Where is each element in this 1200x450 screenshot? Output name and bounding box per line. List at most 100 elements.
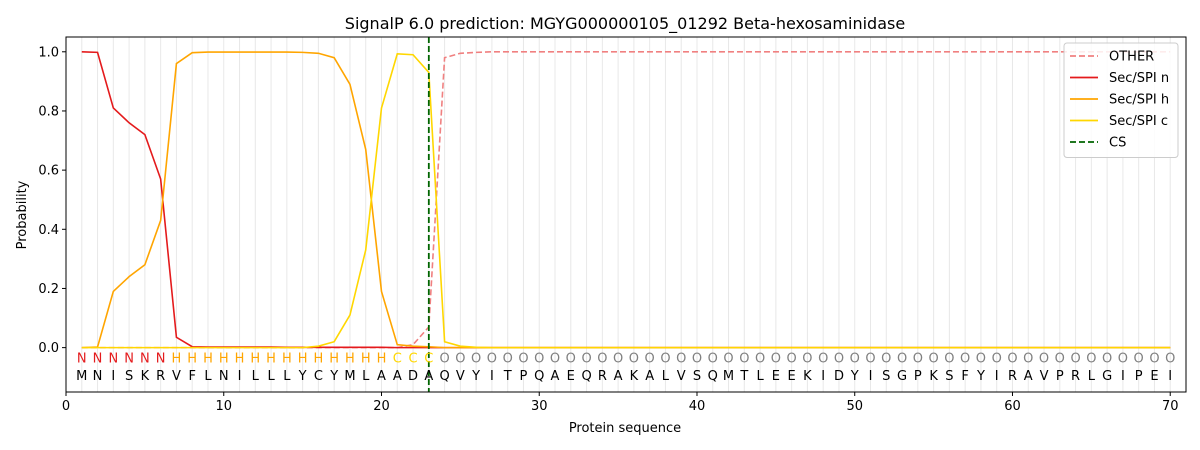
residue-label: Y [298,369,307,384]
y-tick-label: 0.0 [38,341,59,356]
y-tick-label: 0.8 [38,104,59,119]
region-label: O [897,351,907,366]
residue-label: S [125,369,133,384]
region-label: O [645,351,655,366]
residue-label: N [219,369,229,384]
region-label: N [124,351,134,366]
residue-label: Q [708,369,718,384]
residue-label: P [1135,369,1143,384]
region-label: O [708,351,718,366]
region-label: O [1086,351,1096,366]
region-label: O [1007,351,1017,366]
residue-label: A [377,369,386,384]
region-label: O [1149,351,1159,366]
region-label: H [377,351,387,366]
axes-frame [65,36,1187,393]
residue-label: P [914,369,922,384]
region-label: O [850,351,860,366]
residue-label: I [1121,369,1125,384]
region-label: O [723,351,733,366]
region-label: O [534,351,544,366]
y-tick-label: 0.2 [38,282,59,297]
region-label: O [881,351,891,366]
residue-label: T [739,369,748,384]
legend-entry: CS [1109,136,1126,151]
region-label: O [613,351,623,366]
residue-label: M [76,369,87,384]
residue-label: V [677,369,686,384]
region-label: H [187,351,197,366]
residue-label: Q [534,369,544,384]
residue-label: S [945,369,953,384]
region-label: O [992,351,1002,366]
region-label: O [818,351,828,366]
region-label: C [409,351,418,366]
y-axis-title: Probability [15,180,30,249]
region-label: O [692,351,702,366]
region-label: O [1023,351,1033,366]
region-label: O [503,351,513,366]
residue-label: K [141,369,150,384]
residue-label: L [362,369,370,384]
region-label: O [739,351,749,366]
residue-label: Y [329,369,338,384]
region-label: N [93,351,103,366]
region-label: O [928,351,938,366]
x-axis-title: Protein sequence [569,421,681,436]
residue-label: Y [850,369,859,384]
region-label: O [1118,351,1128,366]
region-label: O [1039,351,1049,366]
region-label: O [471,351,481,366]
residue-label: L [1088,369,1096,384]
residue-label: E [788,369,796,384]
region-label: O [834,351,844,366]
series-group [81,37,1171,392]
residue-label: L [204,369,212,384]
region-label: O [913,351,923,366]
residue-label: P [1056,369,1064,384]
residue-label: A [551,369,560,384]
region-label: H [329,351,339,366]
series-sec-spi-c [81,53,1171,349]
residue-label: R [156,369,165,384]
residue-label: T [503,369,512,384]
region-label: O [771,351,781,366]
x-tick-label: 70 [1162,399,1179,414]
residue-label: I [869,369,873,384]
plot-area: NMNNNINSNKNRHVHFHLHNHIHLHLHLHYHCHYHMHLHA… [38,36,1187,414]
x-tick-label: 40 [689,399,706,414]
region-label: H [345,351,355,366]
region-label: H [219,351,229,366]
region-label: O [581,351,591,366]
residue-label: I [1168,369,1172,384]
region-label: O [802,351,812,366]
residue-label: A [393,369,402,384]
residue-label: A [645,369,654,384]
region-label: O [550,351,560,366]
legend-entry: Sec/SPI n [1109,71,1169,86]
residue-label: E [1150,369,1158,384]
legend-box [1063,42,1179,158]
region-label: O [944,351,954,366]
region-label: O [960,351,970,366]
region-label: O [1102,351,1112,366]
residue-label: I [238,369,242,384]
chart-title: SignalP 6.0 prediction: MGYG000000105_01… [345,14,905,34]
region-label: O [455,351,465,366]
residue-label: A [1024,369,1033,384]
residue-label: M [344,369,355,384]
y-tick-label: 0.4 [38,223,59,238]
residue-label: Q [581,369,591,384]
residue-label: Y [471,369,480,384]
residue-label: S [693,369,701,384]
residue-label: C [314,369,323,384]
residue-label: K [929,369,938,384]
residue-label: L [756,369,764,384]
region-label: O [487,351,497,366]
region-label: H [172,351,182,366]
residue-label: M [723,369,734,384]
region-label: C [424,351,433,366]
x-tick-label: 50 [846,399,863,414]
region-label: O [676,351,686,366]
